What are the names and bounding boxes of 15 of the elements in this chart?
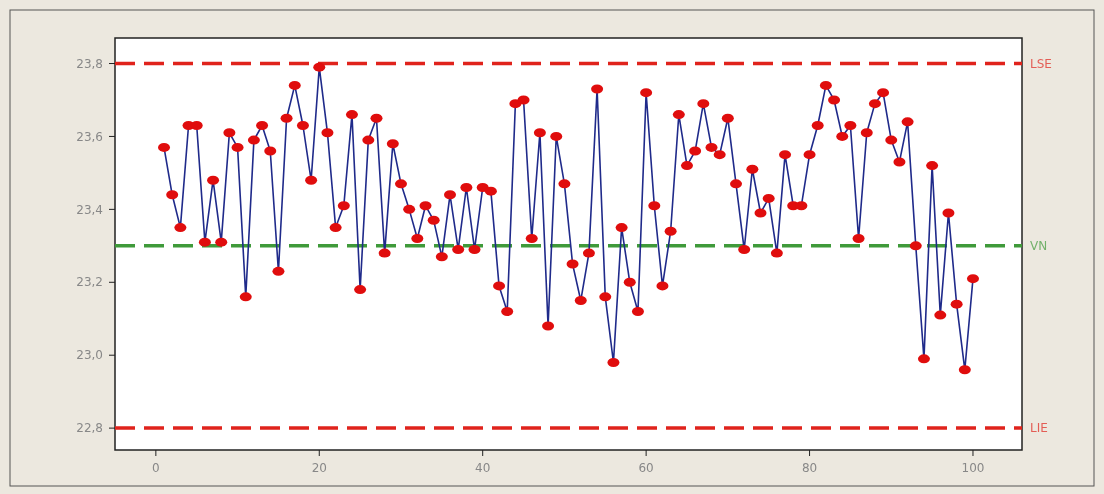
y-tick-label: 22,8 [76,421,103,436]
y-tick-label: 23,2 [76,275,103,290]
x-tick-label: 40 [475,461,491,475]
y-tick-label: 23,8 [76,56,103,71]
ref-line-label: LSE [1030,56,1052,71]
x-tick-label: 0 [152,461,160,475]
y-tick-label: 23,4 [76,202,103,217]
ref-line-label: LIE [1030,421,1048,436]
y-tick-label: 23,0 [76,348,103,363]
ref-line-label: VN [1030,239,1048,254]
x-tick-label: 60 [638,461,654,475]
x-tick-label: 100 [961,461,985,475]
y-tick-label: 23,6 [76,129,103,144]
x-tick-label: 80 [801,461,818,475]
x-tick-label: 20 [311,461,327,475]
